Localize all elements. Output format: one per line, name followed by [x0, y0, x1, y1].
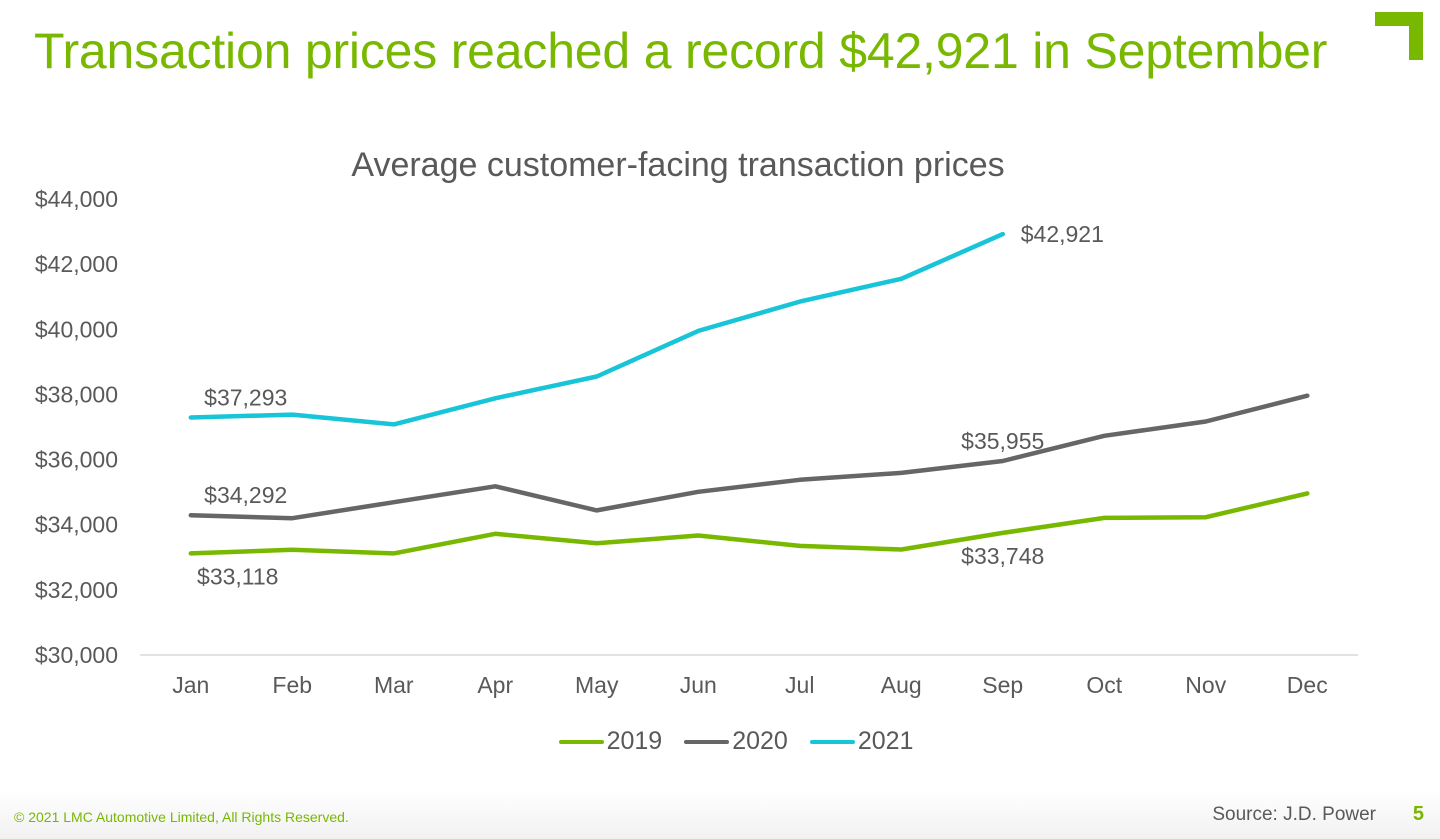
legend-swatch-icon: [558, 739, 604, 744]
x-axis: Jan Feb Mar Apr May Jun Jul Aug Sep Oct Nov Dec: [140, 654, 1358, 698]
series-line-2021: [188, 231, 1006, 427]
y-tick-label: $42,000: [35, 251, 118, 277]
x-tick-label: Apr: [477, 672, 513, 698]
chart-legend: 2019 2020 2021: [0, 727, 1440, 756]
chart-title: Average customer-facing transaction pric…: [351, 146, 1004, 184]
series-lines: [188, 231, 1310, 556]
y-tick-label: $44,000: [35, 186, 118, 212]
x-tick-label: Feb: [272, 672, 312, 698]
legend-label: 2021: [857, 727, 914, 755]
x-tick-label: Sep: [982, 672, 1023, 698]
series-line-2020: [188, 393, 1310, 521]
legend-item-2020: 2020: [684, 727, 788, 756]
footer-band: [0, 790, 1440, 839]
x-tick-label: Jan: [172, 672, 209, 698]
x-tick-label: Mar: [374, 672, 414, 698]
slide-title: Transaction prices reached a record $42,…: [34, 23, 1328, 79]
line-chart: Average customer-facing transaction pric…: [35, 146, 1358, 698]
series-line-2019: [188, 491, 1310, 556]
y-tick-label: $36,000: [35, 447, 118, 473]
legend-swatch-icon: [809, 739, 855, 744]
y-axis: $30,000 $32,000 $34,000 $36,000 $38,000 $40,0…: [35, 186, 118, 668]
legend-item-2021: 2021: [809, 727, 914, 756]
legend-item-2019: 2019: [558, 727, 663, 756]
legend-label: 2019: [606, 727, 663, 755]
copyright-text: © 2021 LMC Automotive Limited, All Right…: [14, 809, 349, 825]
data-label-2019-sep: $33,748: [961, 543, 1044, 569]
y-tick-label: $30,000: [35, 642, 118, 668]
data-labels: $37,293 $42,921 $34,292 $35,955 $33,118 $33,7…: [197, 221, 1104, 589]
corner-bracket-logo-icon: [1375, 12, 1423, 60]
y-tick-label: $40,000: [35, 316, 118, 342]
y-tick-label: $34,000: [35, 512, 118, 538]
x-tick-label: Jun: [680, 672, 717, 698]
source-text: Source: J.D. Power: [1212, 804, 1376, 825]
data-label-2020-jan: $34,292: [204, 482, 287, 508]
data-label-2019-jan: $33,118: [197, 563, 278, 589]
x-tick-label: Jul: [785, 672, 814, 698]
y-tick-label: $38,000: [35, 381, 118, 407]
legend-label: 2020: [732, 727, 788, 755]
page-number: 5: [1412, 803, 1424, 825]
y-tick-label: $32,000: [35, 577, 118, 603]
data-label-2020-sep: $35,955: [961, 428, 1044, 454]
x-tick-label: Aug: [881, 672, 922, 698]
x-tick-label: Nov: [1185, 672, 1226, 698]
legend-swatch-icon: [684, 739, 730, 744]
x-tick-label: Dec: [1287, 672, 1328, 698]
x-tick-label: Oct: [1086, 672, 1122, 698]
data-label-2021-sep: $42,921: [1021, 221, 1104, 247]
x-tick-label: May: [575, 672, 619, 698]
data-label-2021-jan: $37,293: [204, 384, 287, 410]
